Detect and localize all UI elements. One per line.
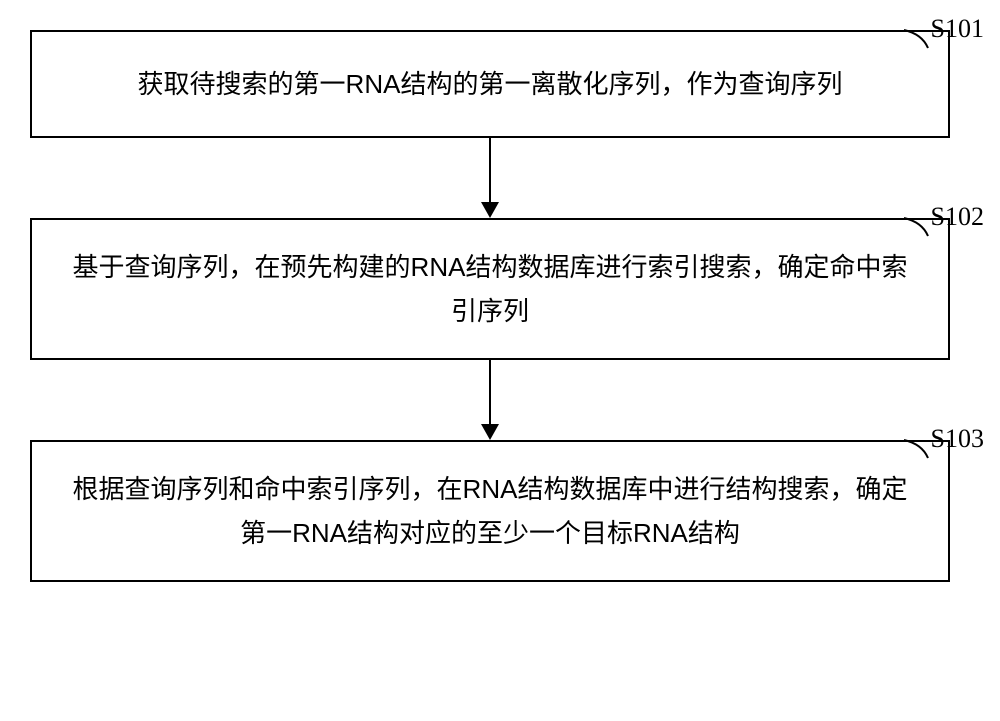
arrow-down (30, 138, 950, 218)
arrow-down (30, 360, 950, 440)
flowchart: S101 获取待搜索的第一RNA结构的第一离散化序列，作为查询序列 S102 基… (30, 30, 950, 582)
box-s101: 获取待搜索的第一RNA结构的第一离散化序列，作为查询序列 (30, 30, 950, 138)
flow-node: S103 根据查询序列和命中索引序列，在RNA结构数据库中进行结构搜索，确定第一… (30, 440, 950, 582)
box-s103: 根据查询序列和命中索引序列，在RNA结构数据库中进行结构搜索，确定第一RNA结构… (30, 440, 950, 582)
box-text: 获取待搜索的第一RNA结构的第一离散化序列，作为查询序列 (138, 62, 843, 106)
step-label: S103 (931, 424, 984, 454)
step-label: S101 (931, 14, 984, 44)
step-label: S102 (931, 202, 984, 232)
box-text: 基于查询序列，在预先构建的RNA结构数据库进行索引搜索，确定命中索引序列 (62, 245, 918, 333)
box-s102: 基于查询序列，在预先构建的RNA结构数据库进行索引搜索，确定命中索引序列 (30, 218, 950, 360)
flow-node: S102 基于查询序列，在预先构建的RNA结构数据库进行索引搜索，确定命中索引序… (30, 218, 950, 360)
box-text: 根据查询序列和命中索引序列，在RNA结构数据库中进行结构搜索，确定第一RNA结构… (62, 467, 918, 555)
flow-node: S101 获取待搜索的第一RNA结构的第一离散化序列，作为查询序列 (30, 30, 950, 138)
